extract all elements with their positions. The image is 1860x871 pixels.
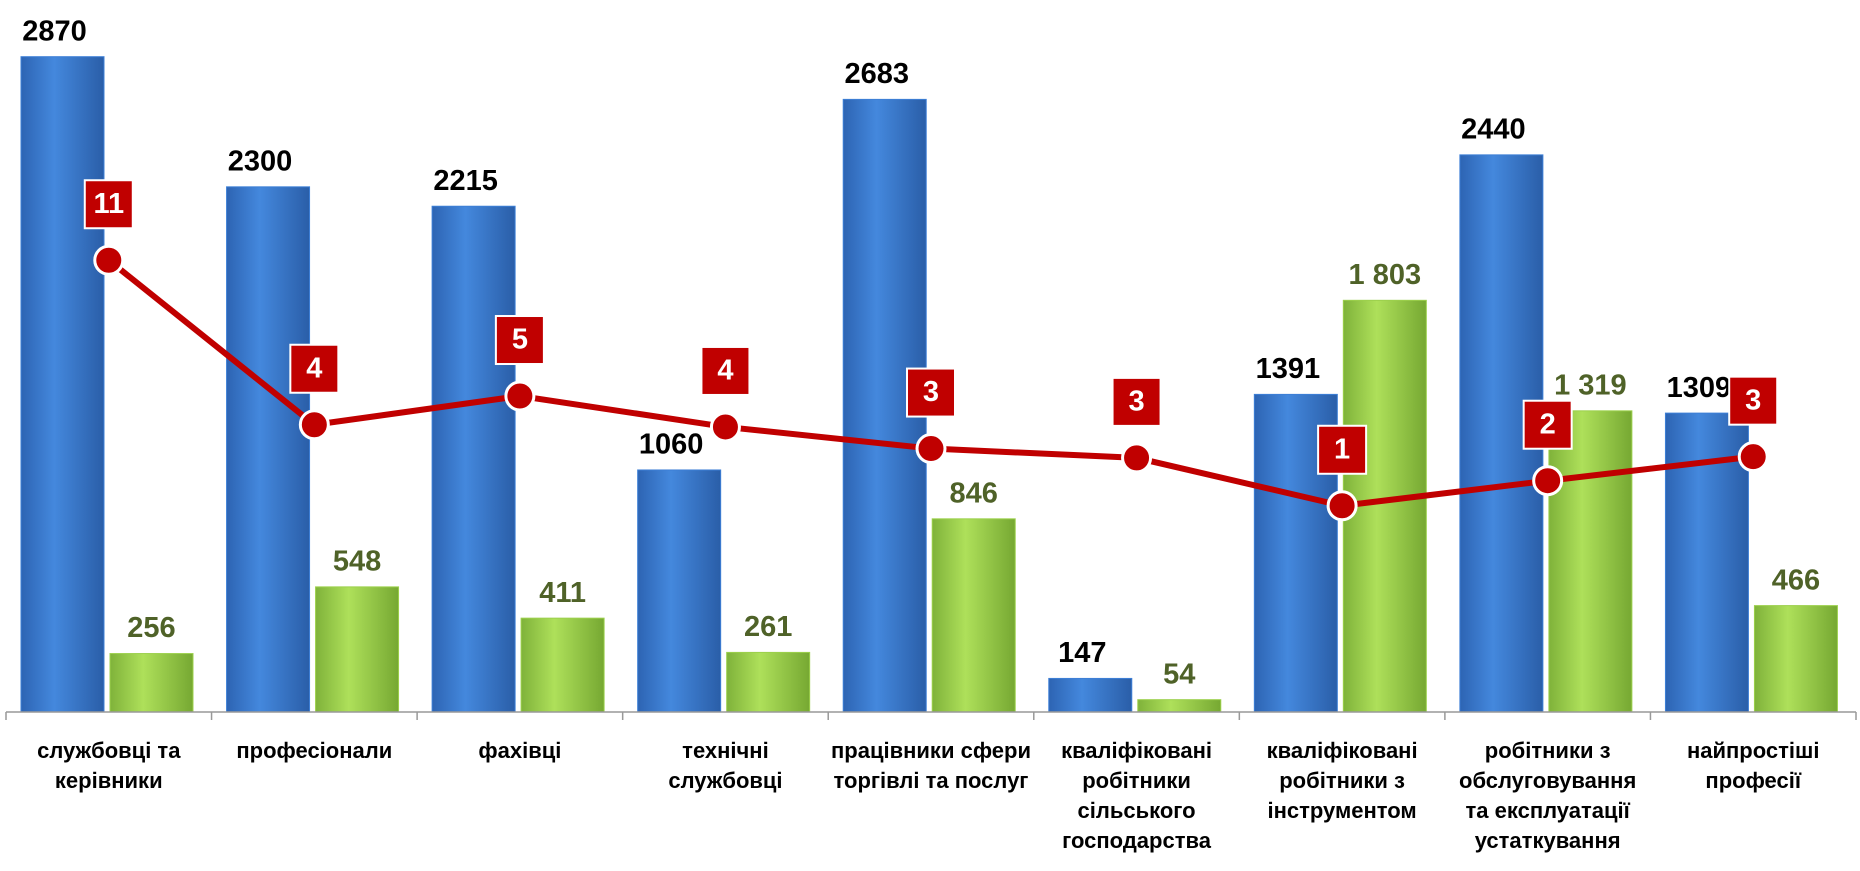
- data-label: 2300: [228, 145, 293, 177]
- x-tick-label: фахівці: [478, 738, 562, 763]
- data-label: 1391: [1256, 353, 1321, 385]
- data-label: 3: [1745, 384, 1761, 416]
- bar: [431, 205, 516, 713]
- marker: [298, 409, 330, 441]
- data-label: 11: [93, 188, 124, 220]
- data-label: 2683: [844, 58, 909, 90]
- label-box: [1728, 375, 1779, 426]
- bar: [726, 651, 811, 713]
- data-label: 147: [1058, 637, 1106, 669]
- label-box: [700, 345, 751, 396]
- bar: [931, 518, 1016, 713]
- x-tick-label: кваліфіковані робітники з інструментом: [1266, 738, 1418, 823]
- data-label: 2: [1540, 408, 1556, 440]
- data-label: 3: [923, 376, 939, 408]
- data-label: 466: [1772, 564, 1820, 596]
- data-label: 5: [512, 324, 528, 356]
- bar: [1048, 677, 1133, 713]
- label-box: [906, 367, 956, 418]
- data-label: 1309: [1667, 372, 1732, 404]
- x-tick-label: найпростіші професії: [1686, 738, 1820, 793]
- data-label: 411: [539, 577, 586, 609]
- marker: [1737, 441, 1769, 473]
- label-box: [494, 315, 545, 366]
- label-box: [1111, 376, 1162, 427]
- bar: [1753, 605, 1838, 713]
- label-box: [289, 343, 340, 394]
- x-tick-label: професіонали: [236, 738, 393, 763]
- marker: [1532, 465, 1564, 497]
- bar: [20, 56, 105, 713]
- label-box: [1317, 424, 1368, 475]
- data-label: 1 319: [1554, 369, 1627, 401]
- data-label: 846: [950, 477, 998, 509]
- data-label: 1 803: [1349, 259, 1422, 291]
- data-label: 261: [744, 611, 792, 643]
- bar: [1137, 699, 1222, 713]
- marker: [93, 244, 125, 276]
- x-tick-label: кваліфіковані робітники сільського госпо…: [1061, 738, 1213, 853]
- data-label: 256: [127, 612, 175, 644]
- marker: [1121, 442, 1153, 474]
- bar: [1548, 410, 1633, 713]
- data-label: 2215: [433, 165, 498, 197]
- x-tick-label: робітники з обслуговування та експлуатац…: [1459, 738, 1637, 853]
- marker: [915, 433, 947, 465]
- bar: [637, 469, 722, 713]
- label-box: [1522, 399, 1573, 450]
- data-label: 1060: [639, 429, 704, 461]
- x-tick-label: технічні службовці: [668, 738, 783, 793]
- bar: [520, 617, 605, 713]
- marker: [504, 380, 536, 412]
- data-label: 4: [306, 352, 322, 384]
- label-box: [83, 179, 134, 230]
- bar: [315, 586, 400, 713]
- data-label: 1: [1334, 433, 1350, 465]
- marker: [709, 411, 741, 443]
- data-label: 2870: [22, 15, 87, 47]
- marker: [1326, 490, 1358, 522]
- data-label: 54: [1163, 658, 1195, 690]
- bar: [109, 653, 194, 713]
- data-label: 4: [717, 355, 733, 387]
- data-label: 548: [333, 546, 381, 578]
- x-tick-label: працівники сфери торгівлі та послуг: [831, 738, 1031, 793]
- data-label: 3: [1128, 386, 1144, 418]
- bar: [226, 186, 311, 713]
- data-label: 2440: [1461, 114, 1526, 146]
- x-tick-label: службовці та керівники: [37, 738, 181, 793]
